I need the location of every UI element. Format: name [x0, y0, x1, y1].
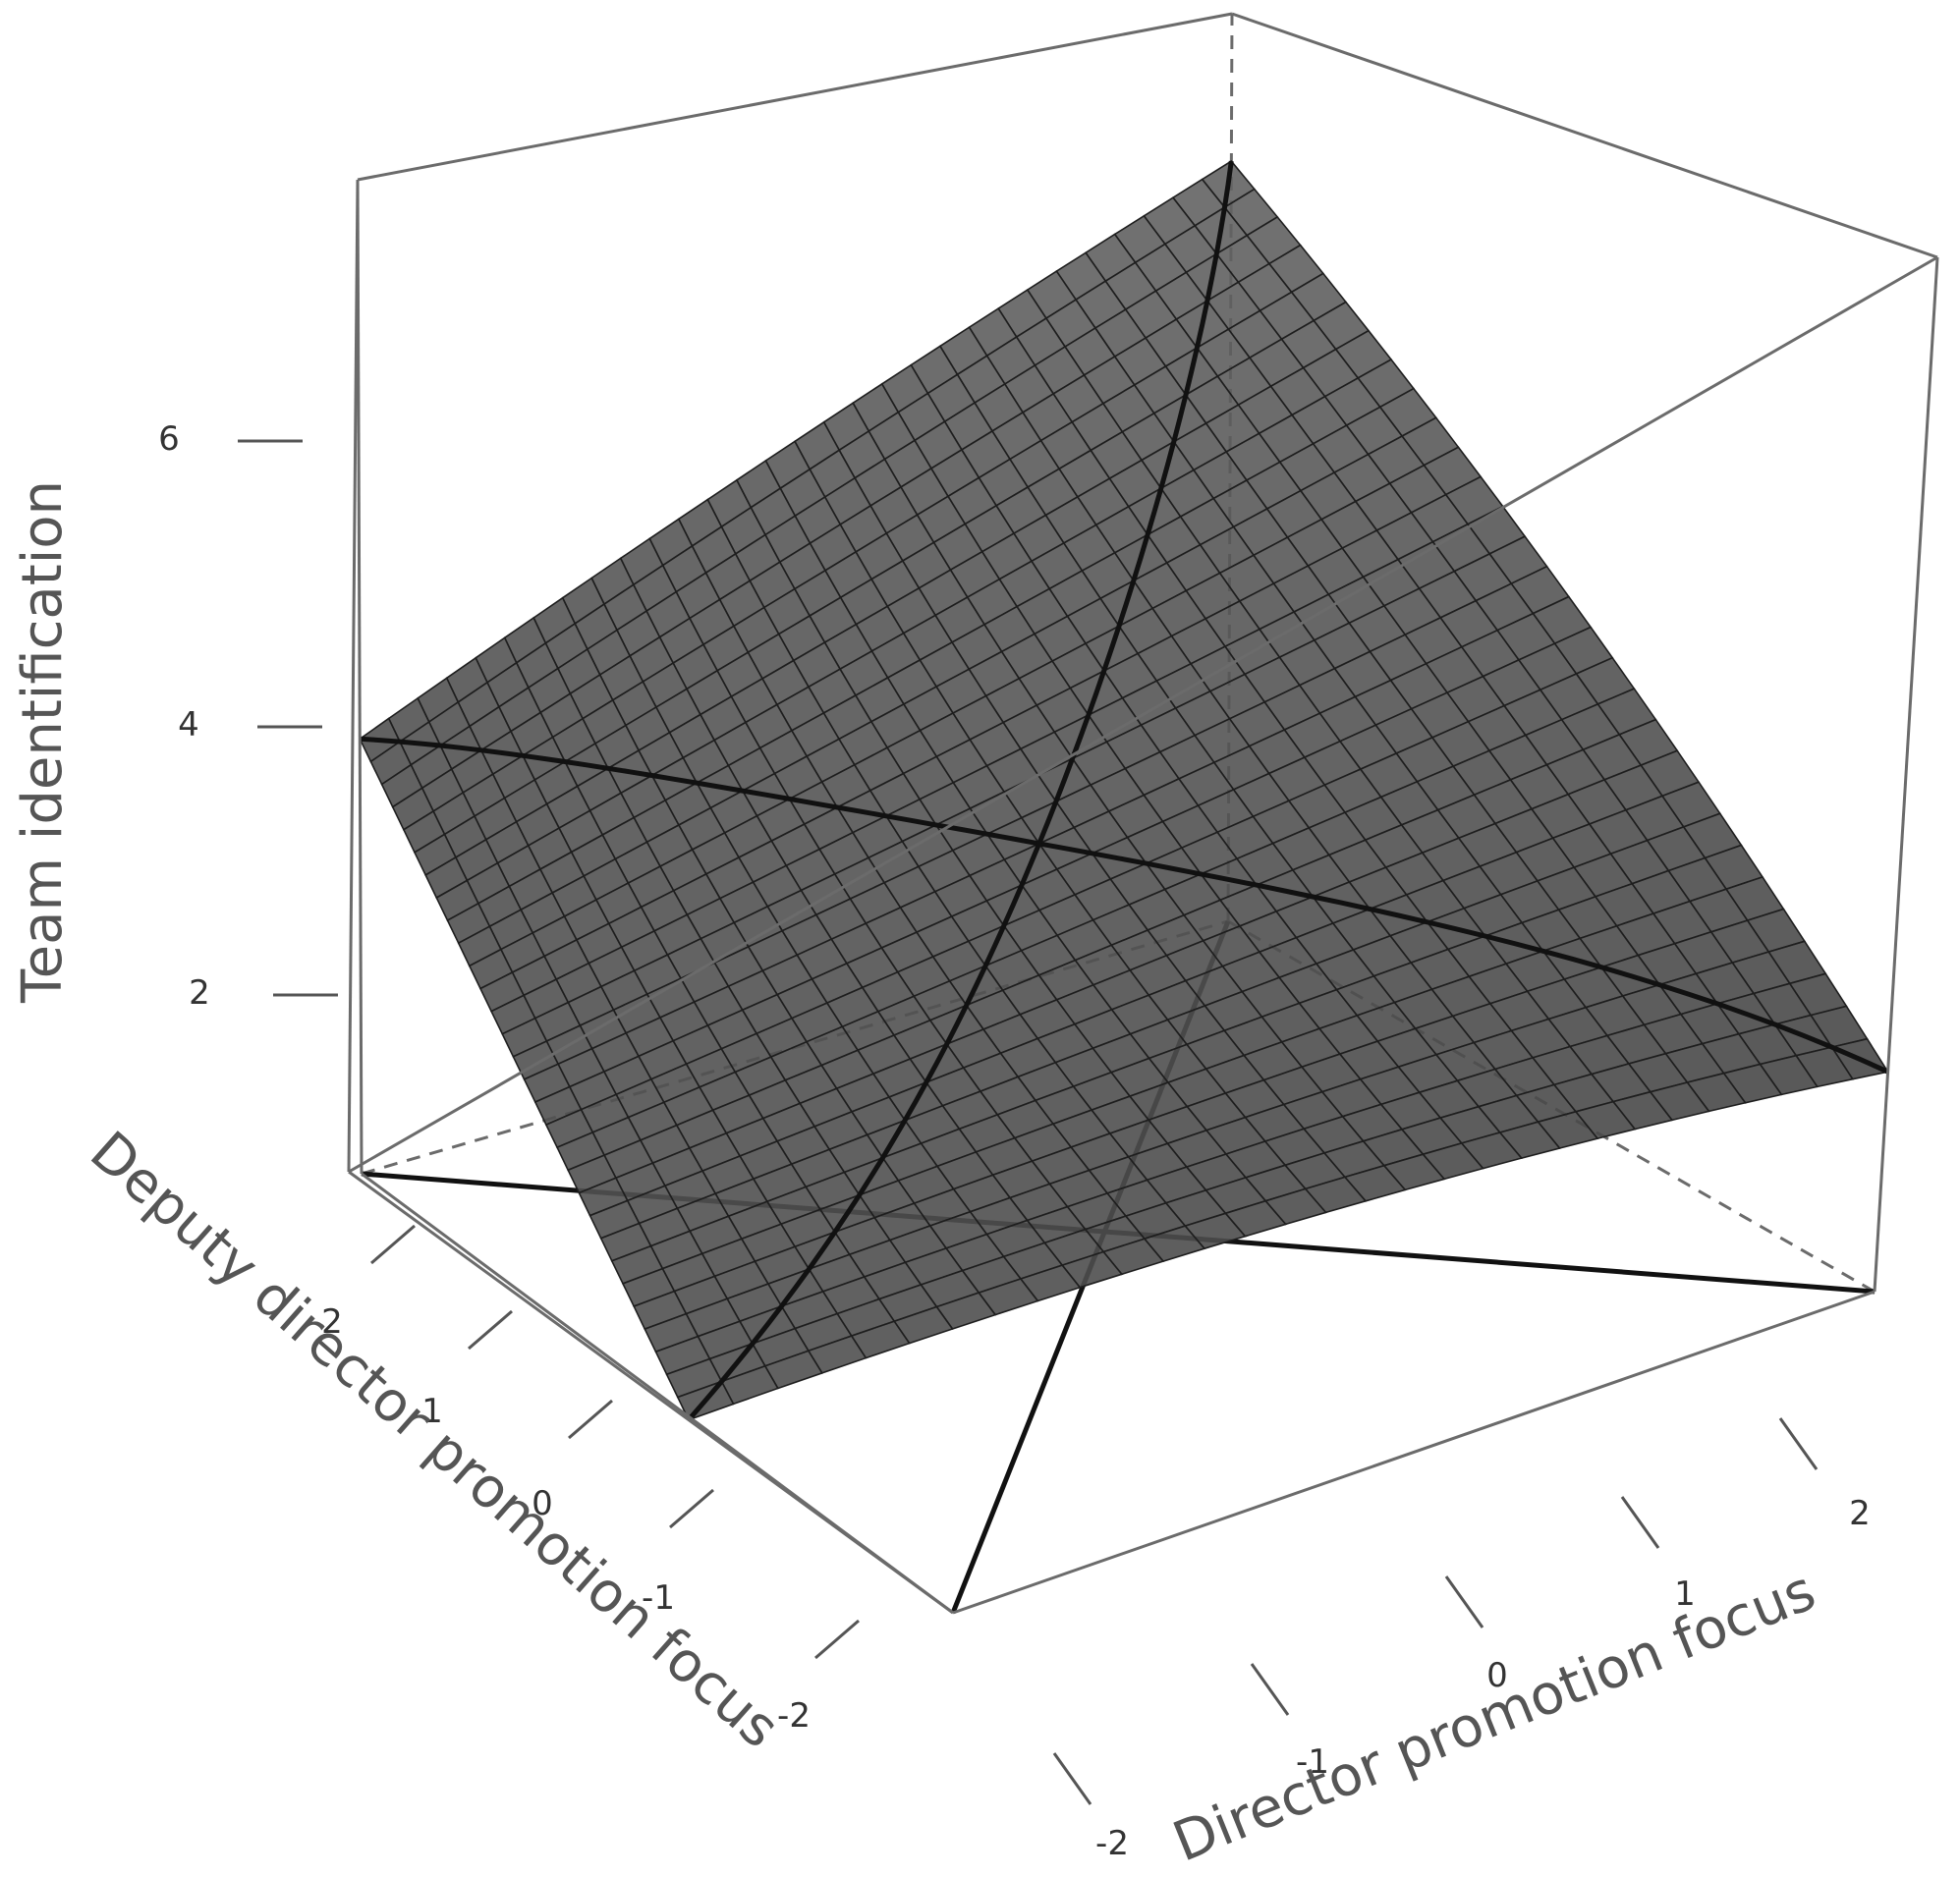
- box-edge: [361, 1172, 954, 1615]
- deputy-tick-label: -1: [642, 1578, 675, 1618]
- director-tick: [1778, 1417, 1819, 1470]
- deputy-tick: [468, 1309, 513, 1351]
- deputy-tick: [568, 1399, 613, 1440]
- box-edge: [952, 1290, 1876, 1615]
- box-edge: [1873, 256, 1939, 1293]
- response-surface: [359, 160, 1889, 1421]
- deputy-tick: [814, 1619, 860, 1660]
- surface-diagonal: [687, 160, 1234, 1422]
- deputy-tick: [669, 1488, 714, 1529]
- box-edge: [356, 179, 364, 1175]
- director-tick-label: 2: [1849, 1494, 1871, 1533]
- surface-diagonals: [360, 160, 1889, 1422]
- director-tick: [1250, 1663, 1290, 1716]
- director-tick-label: 1: [1674, 1574, 1696, 1614]
- director-tick-label: 0: [1486, 1656, 1508, 1695]
- deputy-tick-label: -2: [777, 1696, 811, 1736]
- z-axis-title: Team identification: [11, 480, 75, 1004]
- z-tick-label: 6: [158, 419, 180, 459]
- director-tick: [1620, 1496, 1660, 1549]
- director-tick-label: -1: [1296, 1742, 1329, 1782]
- deputy-tick-label: 0: [532, 1484, 553, 1523]
- deputy-tick-label: 2: [321, 1302, 343, 1342]
- z-axis: 6 4 2 Team identification: [11, 419, 338, 1013]
- director-tick: [1052, 1752, 1092, 1805]
- box-edge: [347, 179, 360, 1173]
- deputy-tick-label: 1: [421, 1392, 443, 1431]
- z-tick-label: 2: [189, 973, 210, 1013]
- box-edge: [348, 255, 1938, 1174]
- director-axis-title: Director promotion focus: [1164, 1559, 1823, 1875]
- z-tick-label: 4: [178, 705, 199, 745]
- box-front-edges: [347, 179, 1939, 1615]
- deputy-tick: [370, 1224, 416, 1265]
- box-edge: [357, 12, 1233, 182]
- director-tick-label: -2: [1095, 1824, 1129, 1863]
- director-tick: [1444, 1575, 1484, 1629]
- box-back-edges: [357, 12, 1938, 259]
- director-axis: -2 -1 0 1 2 Director promotion focus: [1052, 1417, 1871, 1875]
- box-edge: [1231, 12, 1938, 259]
